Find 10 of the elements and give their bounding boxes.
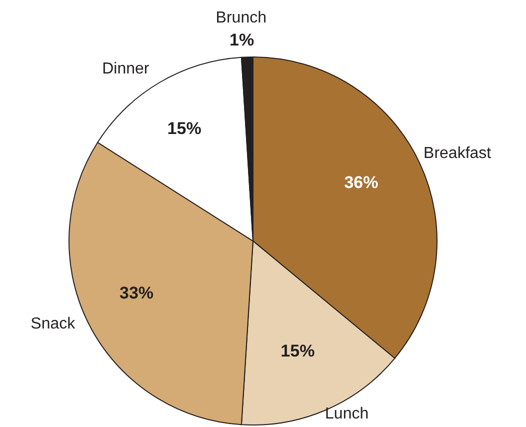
slice-label: Dinner bbox=[102, 60, 150, 78]
data-label: 33% bbox=[120, 283, 154, 302]
slice-label: Snack bbox=[30, 316, 76, 333]
slice-label: Breakfast bbox=[424, 144, 492, 162]
data-label: 15% bbox=[167, 118, 202, 138]
data-label: 1% bbox=[230, 30, 254, 50]
slice-label: Lunch bbox=[325, 406, 369, 423]
data-label: 36% bbox=[344, 173, 378, 192]
data-label: 15% bbox=[280, 341, 315, 360]
slice-label: Brunch bbox=[216, 10, 267, 27]
